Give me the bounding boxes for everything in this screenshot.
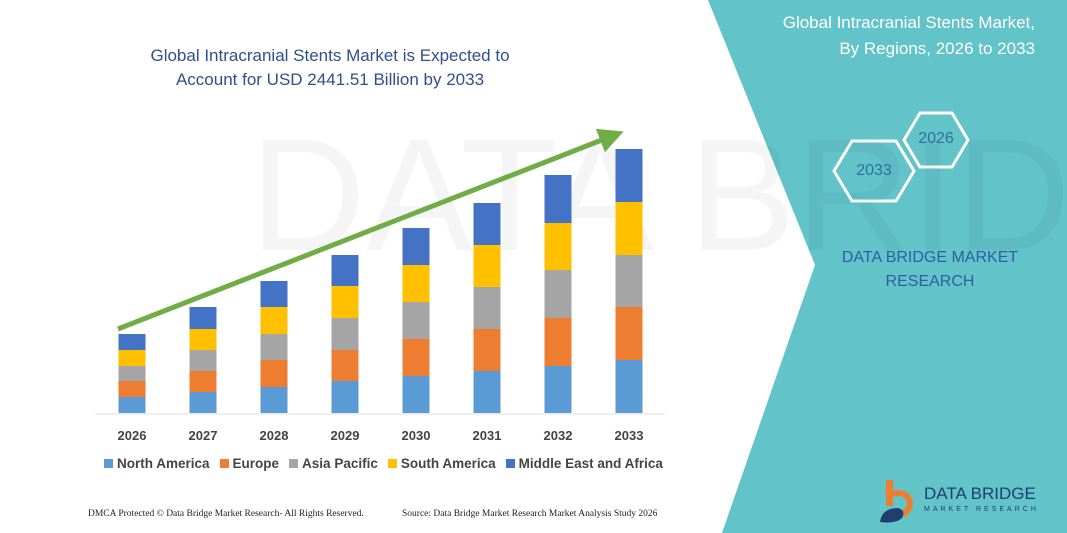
legend: North America Europe Asia Pacific South Ame… [104, 456, 663, 471]
bar-segment-2033-asia-pacific [615, 255, 643, 307]
bar-segment-2027-north-america [189, 392, 217, 413]
legend-item: Europe [219, 456, 280, 471]
legend-label: Europe [232, 456, 280, 471]
bar-segment-2027-europe [189, 371, 217, 392]
x-tick-label: 2030 [402, 428, 431, 443]
bar-segment-2026-europe [118, 381, 146, 397]
bar-segment-2028-europe [260, 360, 288, 387]
bar-segment-2028-asia-pacific [260, 334, 288, 360]
legend-swatch [219, 459, 229, 468]
bar-segment-2029-europe [331, 350, 359, 381]
brand-line1: DATA BRIDGE MARKET [841, 249, 1019, 266]
bar-segment-2030-north-america [402, 376, 430, 413]
side-title: Global Intracranial Stents Market, By Re… [783, 10, 1035, 62]
x-tick-label: 2031 [473, 428, 502, 443]
bar-segment-2026-asia-pacific [118, 366, 146, 381]
x-tick-label: 2032 [544, 428, 573, 443]
bar-segment-2031-north-america [473, 371, 501, 413]
bar-segment-2031-asia-pacific [473, 287, 501, 329]
x-tick-label: 2027 [189, 428, 218, 443]
bar-segment-2030-europe [402, 339, 430, 376]
hex-label-start: 2026 [918, 130, 954, 147]
bar-segment-2029-south-america [331, 286, 359, 318]
bar-segment-2033-middle-east-and-africa [615, 149, 643, 202]
bar-segment-2026-middle-east-and-africa [118, 334, 146, 350]
legend-swatch [289, 459, 299, 468]
bar-segment-2028-north-america [260, 387, 288, 413]
logo-name: DATA BRIDGE [924, 484, 1036, 503]
bar-segment-2032-asia-pacific [544, 270, 572, 318]
legend-item: South America [387, 456, 496, 471]
bar-segment-2032-europe [544, 318, 572, 366]
bar-segment-2029-north-america [331, 381, 359, 413]
bar-segment-2032-south-america [544, 223, 572, 270]
side-title-line2: By Regions, 2026 to 2033 [839, 39, 1035, 58]
source-text: Source: Data Bridge Market Research Mark… [402, 509, 658, 519]
bar-segment-2029-middle-east-and-africa [331, 255, 359, 286]
bar-segment-2027-south-america [189, 329, 217, 350]
trend-arrow [117, 128, 624, 332]
bar-segment-2026-south-america [118, 350, 146, 366]
bar-segment-2031-europe [473, 329, 501, 371]
legend-label: Asia Pacific [302, 456, 378, 471]
legend-swatch [387, 459, 397, 468]
legend-label: North America [117, 456, 210, 471]
logo-subtitle: MARKET RESEARCH [924, 506, 1039, 513]
bar-segment-2028-south-america [260, 307, 288, 334]
legend-label: South America [400, 456, 496, 471]
bar-segment-2027-asia-pacific [189, 350, 217, 371]
bar-segment-2026-north-america [118, 397, 146, 413]
stacked-bar-chart: 2026 2027 2028 2029 2030 2031 2032 2033 [95, 128, 665, 443]
bar-segment-2032-north-america [544, 366, 572, 413]
hexagon-2026-icon [902, 111, 970, 169]
bar-segment-2030-south-america [402, 265, 430, 302]
x-tick-label: 2028 [260, 428, 289, 443]
chart-title: Global Intracranial Stents Market is Exp… [150, 46, 510, 89]
bar-segment-2031-south-america [473, 245, 501, 287]
brand-line2: RESEARCH [885, 273, 975, 290]
data-bridge-logo-icon [880, 480, 914, 523]
bar-segment-2027-middle-east-and-africa [189, 307, 217, 329]
legend-item: Asia Pacific [289, 456, 378, 471]
side-title-line1: Global Intracranial Stents Market, [782, 13, 1035, 32]
legend-label: Middle East and Africa [518, 456, 663, 471]
bar-segment-2030-middle-east-and-africa [402, 228, 430, 265]
x-tick-label: 2033 [615, 428, 644, 443]
bar-segment-2029-asia-pacific [331, 318, 359, 350]
hexagon-2033-icon [832, 139, 916, 203]
legend-item: North America [104, 456, 210, 471]
legend-swatch [505, 459, 515, 468]
legend-swatch [104, 459, 113, 468]
bar-segment-2031-middle-east-and-africa [473, 203, 501, 245]
legend-item: Middle East and Africa [505, 456, 663, 471]
hex-label-end: 2033 [856, 162, 892, 179]
bar-segment-2033-europe [615, 307, 643, 360]
x-tick-label: 2026 [118, 428, 147, 443]
bar-segment-2033-north-america [615, 360, 643, 413]
x-tick-label: 2029 [331, 428, 360, 443]
bar-segment-2033-south-america [615, 202, 643, 255]
bar-segment-2028-middle-east-and-africa [260, 281, 288, 307]
bar-segment-2030-asia-pacific [402, 302, 430, 339]
copyright-text: DMCA Protected © Data Bridge Market Rese… [88, 509, 364, 519]
brand-text: DATA BRIDGE MARKET RESEARCH [830, 246, 1030, 294]
side-panel [708, 0, 1067, 533]
bar-segment-2032-middle-east-and-africa [544, 175, 572, 223]
